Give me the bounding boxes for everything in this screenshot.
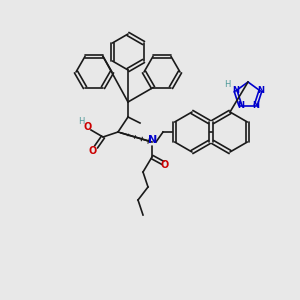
Text: O: O xyxy=(84,122,92,132)
Text: O: O xyxy=(161,160,169,170)
Text: N: N xyxy=(252,101,259,110)
Text: N: N xyxy=(232,86,239,95)
Text: O: O xyxy=(89,146,97,156)
Text: H: H xyxy=(224,80,231,89)
Text: H: H xyxy=(78,118,84,127)
Text: N: N xyxy=(237,101,244,110)
Text: N: N xyxy=(148,135,158,145)
Text: N: N xyxy=(257,86,264,95)
